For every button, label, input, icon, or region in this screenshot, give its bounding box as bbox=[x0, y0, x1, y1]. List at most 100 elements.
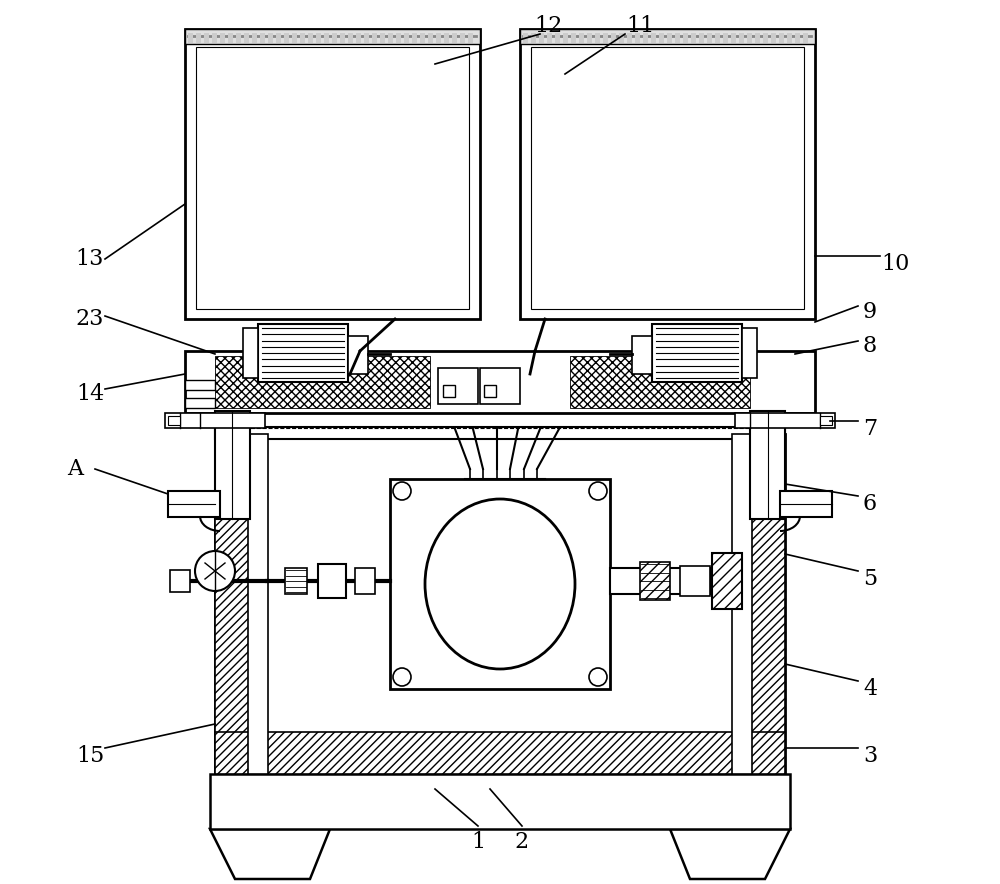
Bar bbox=[444, 33, 449, 43]
Bar bbox=[212, 33, 217, 43]
Bar bbox=[412, 33, 417, 43]
Bar bbox=[188, 33, 193, 43]
Bar bbox=[292, 33, 297, 43]
Bar bbox=[651, 33, 656, 43]
Bar bbox=[755, 33, 760, 43]
Bar bbox=[204, 33, 209, 43]
Text: 4: 4 bbox=[863, 678, 877, 700]
Bar bbox=[332, 33, 337, 43]
Bar bbox=[563, 33, 568, 43]
Bar bbox=[452, 33, 457, 43]
Bar bbox=[610, 568, 710, 594]
Bar bbox=[520, 29, 815, 44]
Bar bbox=[420, 33, 425, 43]
Bar bbox=[771, 33, 776, 43]
Bar bbox=[539, 33, 544, 43]
Bar bbox=[619, 33, 624, 43]
Bar bbox=[523, 33, 528, 43]
Bar bbox=[699, 33, 704, 43]
Bar bbox=[215, 434, 785, 774]
Bar bbox=[185, 29, 480, 44]
Bar bbox=[268, 33, 273, 43]
Text: 13: 13 bbox=[76, 248, 104, 270]
Bar bbox=[739, 33, 744, 43]
Bar bbox=[196, 47, 469, 309]
Bar bbox=[210, 774, 790, 829]
Bar bbox=[436, 33, 441, 43]
Bar bbox=[215, 356, 430, 408]
Bar bbox=[691, 33, 696, 43]
Bar bbox=[683, 33, 688, 43]
Bar bbox=[390, 479, 610, 689]
Bar bbox=[787, 33, 792, 43]
Bar bbox=[780, 491, 832, 517]
Text: 5: 5 bbox=[863, 568, 877, 590]
Circle shape bbox=[195, 551, 235, 591]
Bar bbox=[555, 33, 560, 43]
Bar bbox=[260, 33, 265, 43]
Text: A: A bbox=[67, 458, 83, 480]
Bar bbox=[712, 553, 742, 609]
Bar bbox=[252, 33, 257, 43]
Bar bbox=[318, 564, 346, 598]
Bar bbox=[460, 33, 465, 43]
Bar bbox=[547, 33, 552, 43]
Bar bbox=[570, 356, 750, 408]
Bar bbox=[185, 29, 480, 319]
Bar bbox=[733, 434, 785, 774]
Bar bbox=[750, 411, 785, 519]
Bar bbox=[579, 33, 584, 43]
Bar bbox=[356, 33, 361, 43]
Bar bbox=[587, 33, 592, 43]
Bar bbox=[168, 416, 180, 425]
Bar bbox=[185, 380, 215, 390]
Text: 11: 11 bbox=[626, 15, 654, 37]
Bar bbox=[324, 33, 329, 43]
Bar bbox=[731, 33, 736, 43]
Polygon shape bbox=[670, 829, 790, 879]
Bar bbox=[236, 33, 241, 43]
Bar bbox=[396, 33, 401, 43]
Text: 1: 1 bbox=[471, 831, 485, 853]
Bar bbox=[168, 491, 220, 517]
Bar bbox=[480, 368, 520, 404]
Bar bbox=[380, 33, 385, 43]
Bar bbox=[723, 33, 728, 43]
Bar bbox=[603, 33, 608, 43]
Bar bbox=[276, 33, 281, 43]
Text: 2: 2 bbox=[515, 831, 529, 853]
Bar bbox=[388, 33, 393, 43]
Bar bbox=[595, 33, 600, 43]
Bar bbox=[348, 33, 353, 43]
Bar bbox=[355, 568, 375, 594]
Text: 23: 23 bbox=[76, 308, 104, 330]
Text: 9: 9 bbox=[863, 301, 877, 323]
Bar bbox=[244, 33, 249, 43]
Bar bbox=[185, 398, 215, 408]
Bar bbox=[316, 33, 321, 43]
Bar bbox=[185, 351, 815, 413]
Text: 10: 10 bbox=[881, 253, 909, 275]
Bar bbox=[438, 368, 478, 404]
Bar bbox=[340, 33, 345, 43]
Bar bbox=[531, 33, 536, 43]
Text: 6: 6 bbox=[863, 493, 877, 515]
Text: 3: 3 bbox=[863, 745, 877, 767]
Bar bbox=[170, 570, 190, 592]
Bar bbox=[632, 336, 652, 374]
Bar bbox=[820, 416, 832, 425]
Bar bbox=[635, 33, 640, 43]
Bar bbox=[215, 427, 785, 439]
Bar bbox=[215, 732, 785, 774]
Text: 15: 15 bbox=[76, 745, 104, 767]
Bar bbox=[627, 33, 632, 43]
Bar bbox=[747, 33, 752, 43]
Bar bbox=[732, 434, 752, 774]
Bar bbox=[364, 33, 369, 43]
Bar bbox=[675, 33, 680, 43]
Bar bbox=[300, 33, 305, 43]
Bar bbox=[348, 336, 368, 374]
Bar bbox=[220, 33, 225, 43]
Bar bbox=[531, 47, 804, 309]
Circle shape bbox=[589, 482, 607, 500]
